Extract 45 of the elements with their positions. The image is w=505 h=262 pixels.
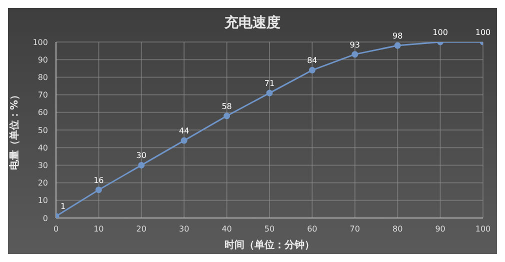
point <box>95 186 102 194</box>
x-tick-label: 100 <box>475 224 491 234</box>
y-tick-label: 50 <box>38 126 48 135</box>
y-axis-title: 电量（单位：%） <box>8 90 21 170</box>
x-tick-label: 50 <box>264 224 275 234</box>
data-label: 71 <box>264 79 275 88</box>
x-tick-label: 40 <box>222 224 232 234</box>
x-tick-label: 80 <box>392 224 403 234</box>
point <box>224 112 230 120</box>
y-tick-label: 10 <box>38 196 48 206</box>
data-label: 16 <box>94 176 104 185</box>
y-tick-label: 100 <box>32 38 48 47</box>
x-tick-label: 30 <box>179 224 190 234</box>
chart-title: 充电速度 <box>224 15 280 31</box>
x-tick-label: 20 <box>136 224 146 234</box>
x-axis-title: 时间（单位：分钟） <box>224 239 314 251</box>
data-label: 93 <box>350 40 360 50</box>
data-label: 100 <box>475 28 491 37</box>
data-label: 58 <box>222 102 232 111</box>
data-label: 30 <box>136 151 146 160</box>
data-label: 100 <box>432 28 448 37</box>
y-tick-label: 80 <box>38 73 48 82</box>
point <box>394 42 401 49</box>
y-tick-label: 20 <box>38 178 48 188</box>
point <box>138 162 145 168</box>
y-tick-label: 90 <box>38 55 48 64</box>
y-tick-label: 70 <box>38 90 48 100</box>
x-tick-label: 0 <box>53 224 59 234</box>
point <box>180 137 188 144</box>
x-tick-label: 90 <box>435 224 446 234</box>
data-label: 84 <box>307 56 318 66</box>
y-tick-label: 30 <box>38 161 48 170</box>
data-label: 44 <box>179 126 190 136</box>
x-tick-label: 70 <box>350 224 360 234</box>
x-tick-label: 60 <box>307 224 318 234</box>
y-tick-label: 40 <box>38 143 48 152</box>
line-series <box>56 42 483 218</box>
y-tick-label: 60 <box>38 108 48 118</box>
point <box>308 66 316 74</box>
data-label: 98 <box>392 32 403 41</box>
x-tick-label: 10 <box>94 224 104 234</box>
point <box>266 90 273 96</box>
y-tick-label: 0 <box>42 214 48 223</box>
data-label: 1 <box>60 202 66 212</box>
point <box>352 51 358 58</box>
